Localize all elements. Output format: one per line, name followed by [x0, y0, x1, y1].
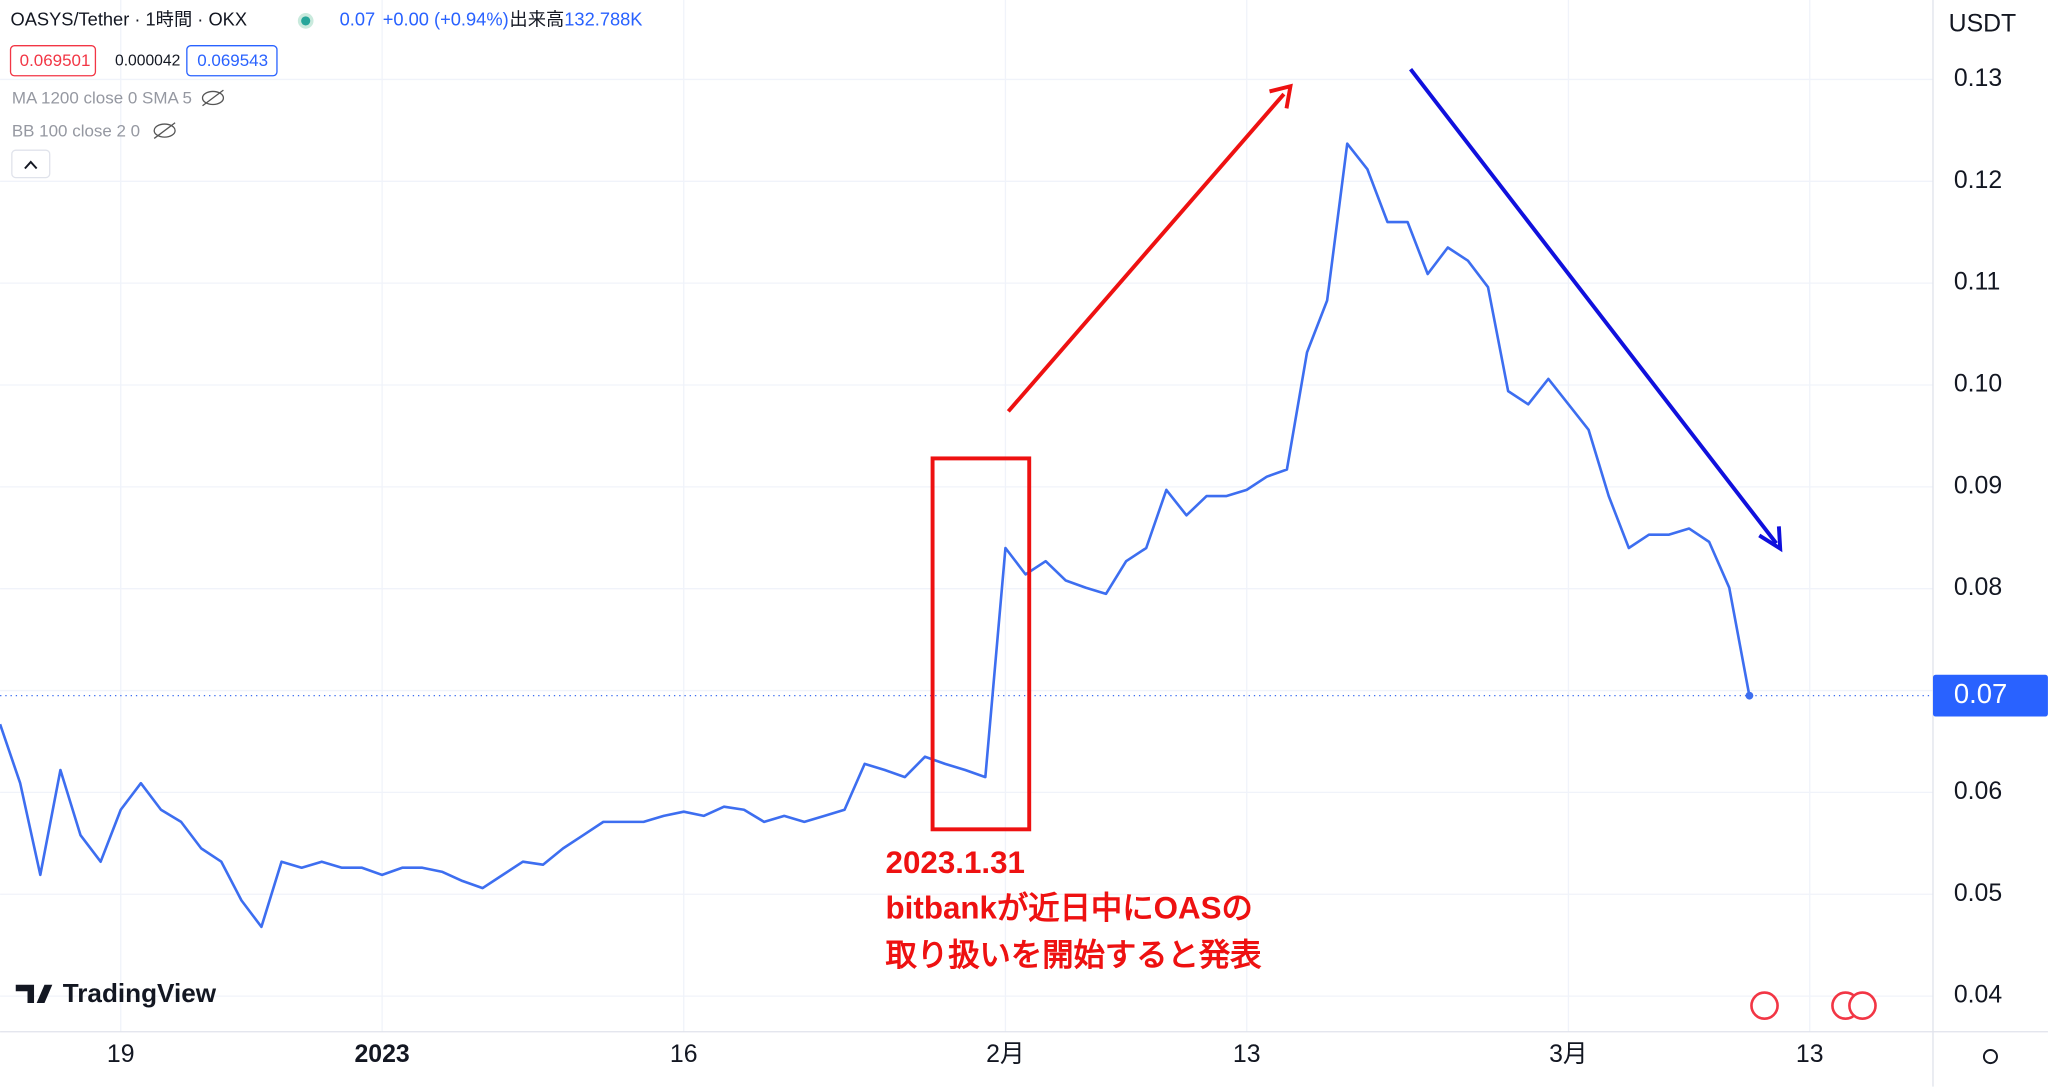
y-tick-label: 0.13: [1954, 65, 2002, 92]
y-tick-label: 0.08: [1954, 574, 2002, 601]
highlight-box: [930, 456, 1032, 832]
y-tick-label: 0.06: [1954, 778, 2002, 805]
header-change: +0.00 (+0.94%): [383, 9, 509, 30]
x-tick-label: 13: [1796, 1041, 1824, 1068]
event-flag[interactable]: [1848, 991, 1877, 1021]
bid: 0.069501: [20, 51, 91, 70]
y-tick-label: 0.11: [1954, 269, 2000, 296]
annotation: 取り扱いを開始すると発表: [886, 938, 1263, 973]
volume-label: 出来高: [509, 9, 564, 30]
ask: 0.069543: [197, 51, 268, 70]
status-dot: [301, 16, 311, 26]
x-tick-label: 16: [670, 1041, 698, 1068]
logo: TradingView: [63, 978, 217, 1008]
event-flags: [1750, 991, 1877, 1021]
y-tick-label: 0.10: [1954, 371, 2002, 398]
last-point: [1745, 691, 1754, 700]
x-tick-label: 13: [1233, 1041, 1261, 1068]
up-arrow-head: [1269, 83, 1293, 109]
volume: 132.788K: [564, 9, 642, 30]
annotation: 2023.1.31: [886, 845, 1025, 880]
down-arrow: [1409, 68, 1778, 545]
last-price-badge: [1932, 674, 2048, 717]
currency[interactable]: USDT: [1949, 10, 2017, 37]
price-line: [0, 142, 1751, 929]
hide-icon-slash: [202, 89, 224, 107]
annotation: bitbankが近日中にOASの: [886, 891, 1253, 926]
collapse-button[interactable]: [11, 149, 51, 179]
x-tick-label: 2月: [986, 1041, 1025, 1068]
collapse-icon: [24, 160, 38, 170]
grid: [0, 0, 1933, 1032]
settings-icon[interactable]: [1982, 1049, 1998, 1065]
indicator: BB 100 close 2 0: [12, 121, 140, 140]
y-tick-label: 0.04: [1954, 982, 2002, 1009]
down-arrow-head: [1758, 526, 1783, 553]
bid-box: [9, 45, 97, 77]
logo-icon: [15, 984, 53, 1004]
indicator: MA 1200 close 0 SMA 5: [12, 89, 192, 108]
up-arrow: [1006, 92, 1286, 413]
event-flag[interactable]: [1750, 991, 1779, 1021]
ask-box: [186, 45, 278, 77]
plot: [0, 142, 1933, 929]
last-price-label: 0.07: [1954, 678, 2007, 709]
x-tick-label: 2023: [355, 1041, 410, 1068]
y-tick-label: 0.05: [1954, 880, 2002, 907]
symbol: OASYS/Tether · 1時間 · OKX: [11, 9, 248, 30]
y-tick-label: 0.09: [1954, 472, 2002, 499]
x-tick-label: 19: [107, 1041, 135, 1068]
hide-icon[interactable]: [153, 123, 176, 138]
y-tick-label: 0.12: [1954, 167, 2002, 194]
header-price: 0.07: [340, 9, 376, 30]
hide-icon[interactable]: [201, 90, 225, 106]
hide-icon-slash: [153, 122, 176, 139]
spread: 0.000042: [115, 53, 180, 70]
x-tick-label: 3月: [1549, 1041, 1588, 1068]
